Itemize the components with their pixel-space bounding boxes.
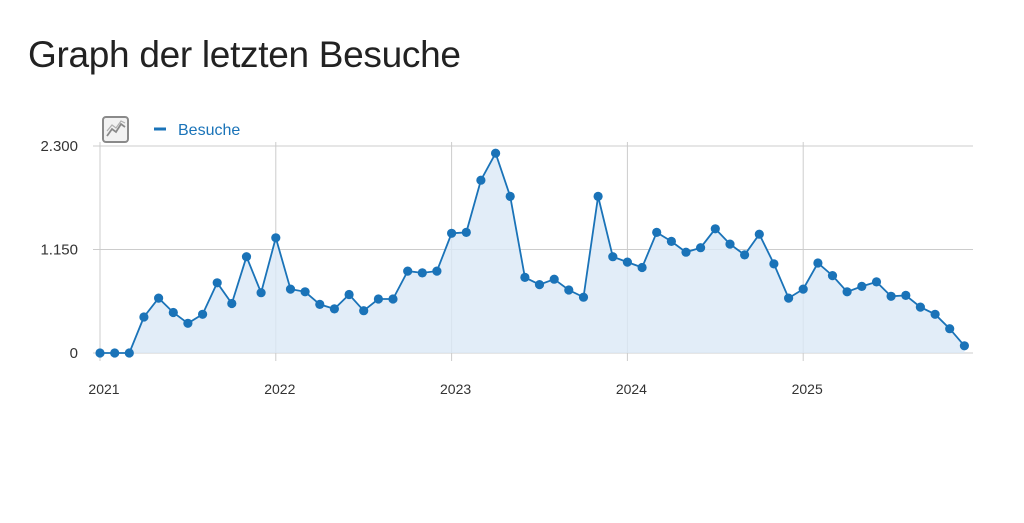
x-tick-label: 2023 [440,381,471,397]
data-point[interactable] [359,306,369,316]
data-point[interactable] [652,227,662,237]
data-point[interactable] [388,294,398,304]
data-point[interactable] [930,309,940,319]
data-point[interactable] [110,348,120,358]
data-point[interactable] [813,258,823,268]
y-tick-label: 2.300 [40,138,78,155]
x-tick-label: 2025 [792,381,823,397]
data-point[interactable] [403,266,413,276]
data-point[interactable] [754,229,764,239]
data-point[interactable] [227,298,237,309]
data-point[interactable] [901,290,911,300]
legend-label[interactable]: Besuche [178,122,240,139]
data-point[interactable] [622,257,633,267]
data-point[interactable] [461,227,471,237]
data-point[interactable] [344,289,354,300]
data-point[interactable] [857,281,867,291]
data-point[interactable] [256,288,266,298]
legend[interactable]: Besuche [102,116,240,143]
data-point[interactable] [915,302,926,312]
data-point[interactable] [329,304,339,314]
data-point[interactable] [212,278,222,288]
y-tick-label: 0 [70,345,78,362]
data-point[interactable] [564,285,574,295]
data-point[interactable] [871,277,882,287]
data-point[interactable] [784,293,794,303]
data-point[interactable] [637,262,647,273]
data-point[interactable] [198,309,208,319]
data-point[interactable] [285,284,296,294]
data-point[interactable] [666,236,677,246]
data-point[interactable] [491,148,501,158]
y-axis-ticks: 0 1.150 2.300 [40,138,78,362]
data-point[interactable] [886,291,896,301]
data-point[interactable] [373,294,383,304]
data-point[interactable] [740,250,750,260]
data-point[interactable] [842,287,852,297]
x-tick-label: 2022 [264,381,295,397]
x-tick-label: 2024 [616,381,647,397]
data-point[interactable] [447,228,457,238]
data-point[interactable] [769,259,779,269]
data-point[interactable] [534,280,545,290]
data-point[interactable] [593,191,603,201]
data-point[interactable] [696,243,706,253]
chart-type-icon[interactable] [102,116,129,143]
data-point[interactable] [827,271,838,281]
data-point[interactable] [432,266,442,276]
data-point[interactable] [315,299,325,309]
data-point[interactable] [124,348,134,358]
data-point[interactable] [945,324,955,334]
data-point[interactable] [725,239,735,249]
data-point[interactable] [139,312,149,322]
series-area [100,153,965,353]
series-points [95,148,970,358]
x-axis-ticks: 2021 2022 2023 2024 2025 [88,381,823,397]
data-point[interactable] [300,287,310,297]
y-tick-label: 1.150 [40,242,78,259]
data-point[interactable] [505,191,515,201]
data-point[interactable] [578,292,589,302]
data-point[interactable] [183,318,193,328]
data-point[interactable] [476,175,486,185]
data-point[interactable] [154,293,164,303]
page-title: Graph der letzten Besuche [28,34,461,75]
data-point[interactable] [95,348,105,358]
data-point[interactable] [549,274,559,284]
data-point[interactable] [271,233,281,243]
series-area-fill [100,153,965,353]
data-point[interactable] [417,268,427,278]
data-point[interactable] [959,341,970,351]
data-point[interactable] [520,272,530,282]
data-point[interactable] [798,284,808,294]
data-point[interactable] [710,224,720,234]
data-point[interactable] [608,252,618,262]
data-point[interactable] [168,307,178,318]
data-point[interactable] [681,247,691,257]
x-tick-label: 2021 [88,381,119,397]
data-point[interactable] [241,252,252,262]
